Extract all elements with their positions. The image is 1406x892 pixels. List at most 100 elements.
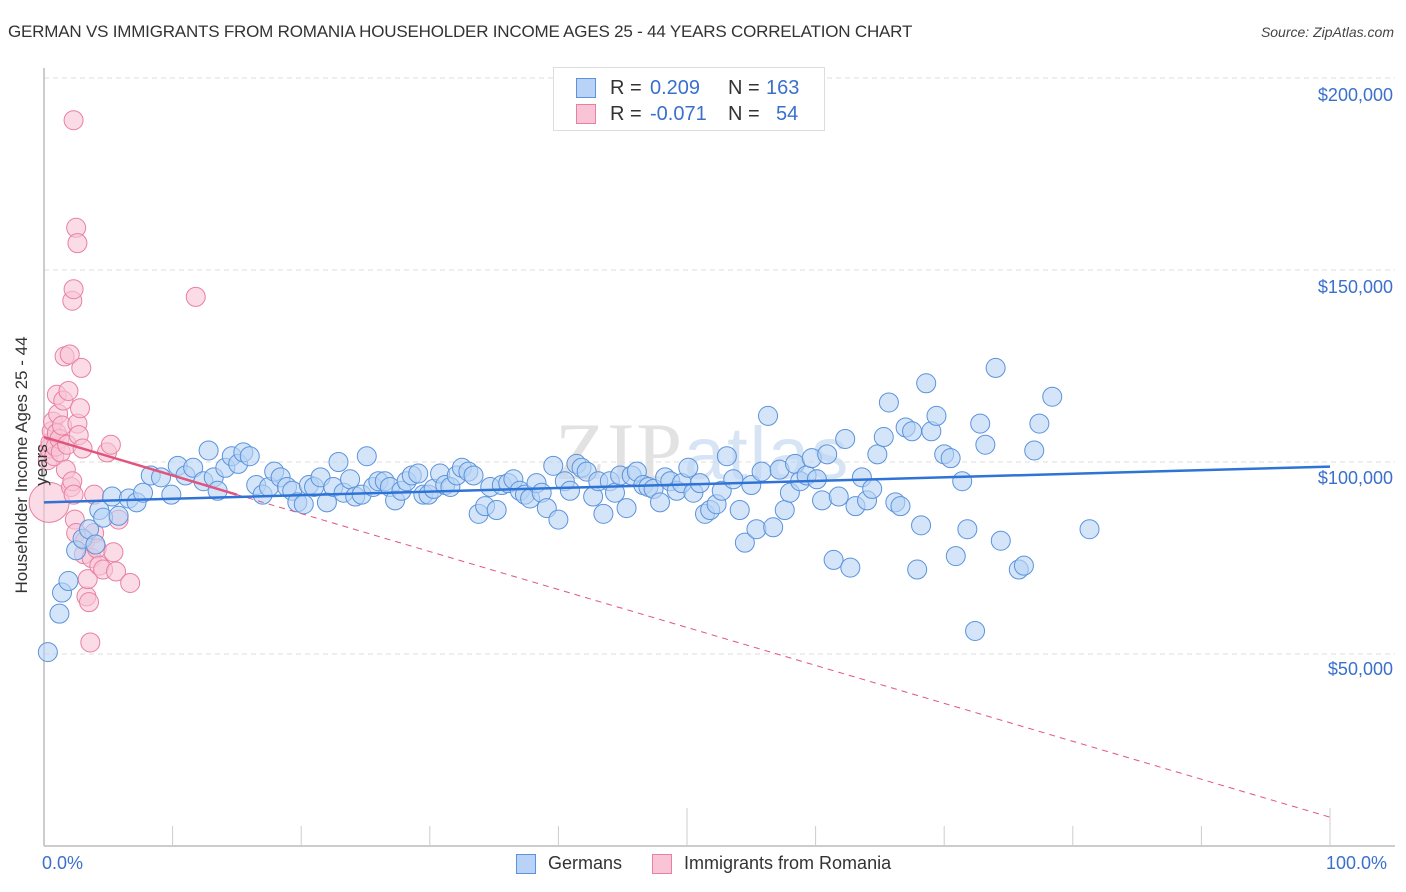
germans-point <box>965 620 986 641</box>
germans-point <box>806 469 827 490</box>
germans-point <box>161 484 182 505</box>
germans-trend-line <box>43 465 1331 504</box>
germans-point <box>878 392 899 413</box>
germans-point <box>890 496 911 517</box>
germans-point <box>907 559 928 580</box>
y-axis-label: Householder Income Ages 25 - 44 years <box>12 336 51 594</box>
germans-point <box>746 519 767 540</box>
germans-point <box>183 457 204 478</box>
romania-point <box>120 572 141 593</box>
germans-point <box>102 486 123 507</box>
germans-point <box>328 452 349 472</box>
x-tick-0: 0.0% <box>42 853 84 873</box>
legend-item-romania[interactable]: Immigrants from Romania <box>652 853 891 874</box>
germans-point <box>548 509 569 530</box>
germans-point <box>49 603 70 624</box>
germans-point <box>108 505 129 526</box>
romania-point <box>67 233 88 254</box>
germans-point <box>840 557 861 578</box>
germans-point <box>957 519 978 540</box>
germans-point <box>543 455 564 476</box>
germans-point <box>817 444 838 465</box>
legend-row-romania: R = -0.071 N = 54 <box>576 102 798 126</box>
germans-point <box>356 446 377 467</box>
source-label: Source: ZipAtlas.com <box>1260 24 1394 40</box>
x-tick-100: 100.0% <box>1326 853 1388 873</box>
germans-point <box>716 446 737 467</box>
germans-swatch-icon <box>576 78 596 98</box>
romania-point <box>71 357 92 378</box>
germans-point <box>729 500 750 520</box>
germans-point <box>293 494 314 515</box>
correlation-legend: R = 0.209 N = 163 R = -0.071 N = 54 <box>553 67 825 131</box>
germans-point <box>593 503 614 524</box>
germans-point <box>1042 386 1063 407</box>
romania-point <box>103 542 124 563</box>
legend-label: Immigrants from Romania <box>684 853 892 873</box>
germans-swatch-icon <box>516 853 536 874</box>
germans-point <box>835 428 856 449</box>
germans-point <box>945 546 966 567</box>
germans-point <box>812 490 833 511</box>
germans-point <box>873 427 894 448</box>
germans-point <box>723 469 744 490</box>
germans-point <box>486 500 507 520</box>
germans-point <box>911 515 932 536</box>
germans-point <box>1029 413 1050 434</box>
romania-swatch-icon <box>652 853 673 874</box>
series-legend: Germans Immigrants from Romania <box>516 853 921 874</box>
germans-point <box>862 478 883 499</box>
y-tick-200000: $200,000 <box>1317 85 1393 105</box>
germans-point <box>763 517 784 538</box>
romania-point <box>106 561 127 582</box>
legend-item-germans[interactable]: Germans <box>516 853 622 874</box>
chart-title: GERMAN VS IMMIGRANTS FROM ROMANIA HOUSEH… <box>8 22 913 41</box>
germans-point <box>239 446 260 467</box>
legend-label: Germans <box>548 853 623 873</box>
germans-point <box>970 413 991 434</box>
germans-point <box>734 532 755 553</box>
germans-point <box>649 492 670 513</box>
n-label: N = <box>728 76 760 99</box>
germans-point <box>758 405 779 426</box>
romania-point <box>58 380 79 401</box>
germans-point <box>678 457 699 478</box>
r-value: -0.071 <box>650 102 707 125</box>
germans-point <box>408 463 429 484</box>
germans-point <box>1079 519 1100 540</box>
n-value: 163 <box>766 76 800 99</box>
romania-point <box>185 286 206 307</box>
germans-point <box>902 421 923 442</box>
romania-swatch-icon <box>576 104 596 124</box>
r-label: R = <box>610 102 642 125</box>
y-tick-100000: $100,000 <box>1317 468 1393 488</box>
y-tick-150000: $150,000 <box>1317 277 1393 297</box>
n-label: N = <box>728 102 760 125</box>
romania-point <box>63 484 84 505</box>
romania-point <box>59 344 80 365</box>
germans-point <box>828 486 849 507</box>
germans-point <box>1024 440 1045 461</box>
germans-point <box>198 440 219 461</box>
germans-point <box>85 534 106 555</box>
romania-point <box>80 632 101 653</box>
germans-point <box>741 475 762 496</box>
germans-point <box>940 448 961 469</box>
germans-point <box>37 642 58 663</box>
germans-point <box>559 480 580 501</box>
germans-point <box>751 461 772 482</box>
germans-point <box>952 471 973 492</box>
romania-point <box>63 279 84 300</box>
germans-point <box>985 357 1006 378</box>
legend-row-germans: R = 0.209 N = 163 <box>576 76 799 100</box>
romania-trend-line <box>43 435 238 496</box>
germans-point <box>340 469 361 490</box>
y-tick-50000: $50,000 <box>1327 659 1393 679</box>
germans-point <box>463 465 484 486</box>
germans-point <box>916 373 937 394</box>
germans-point <box>823 549 844 570</box>
germans-point <box>58 571 79 592</box>
n-value: 54 <box>776 102 799 125</box>
germans-point <box>616 498 637 519</box>
